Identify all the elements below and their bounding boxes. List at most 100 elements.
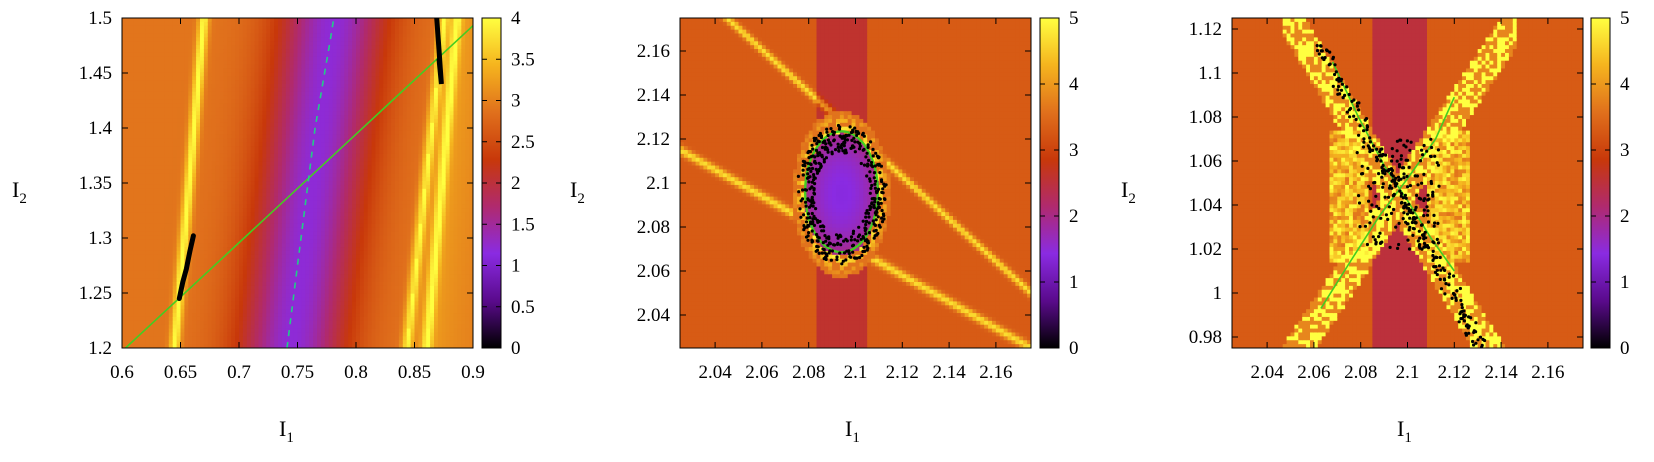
p1-cbar-tick-label: 4: [511, 8, 521, 29]
p2-point: [811, 167, 814, 170]
p2-point: [829, 143, 832, 146]
p2-point: [873, 176, 876, 179]
p2-point: [851, 146, 854, 149]
p2-point: [868, 221, 871, 224]
p3-point: [1372, 144, 1375, 147]
p2-point: [876, 232, 879, 235]
p2-point: [833, 243, 836, 246]
p3-point: [1481, 344, 1484, 347]
p3-point: [1402, 217, 1405, 220]
p2-point: [849, 125, 852, 128]
p2-point: [862, 132, 865, 135]
p3-point: [1356, 105, 1359, 108]
p2-point: [838, 128, 841, 131]
p2-point: [863, 135, 866, 138]
p2-point: [807, 180, 810, 183]
p3-point: [1402, 196, 1405, 199]
p2-point: [818, 252, 821, 255]
p2-point: [873, 171, 876, 174]
p3-point: [1348, 93, 1351, 96]
p3-point: [1362, 129, 1365, 132]
p3-point: [1384, 154, 1387, 157]
p2-point: [819, 154, 822, 157]
p3-point: [1377, 235, 1380, 238]
p3-point: [1318, 52, 1321, 55]
p2-point: [822, 241, 825, 244]
p2-point: [845, 151, 848, 154]
p2-point: [834, 148, 837, 151]
p3-point: [1372, 235, 1375, 238]
p3-point: [1398, 222, 1401, 225]
p2-point: [869, 140, 872, 143]
p2-point: [874, 187, 877, 190]
p3-point: [1423, 209, 1426, 212]
p3-point: [1375, 241, 1378, 244]
p2-point: [857, 226, 860, 229]
p3-cbar-tick-label: 1: [1620, 272, 1630, 293]
p2-point: [835, 255, 838, 258]
p3-xtick-label: 2.04: [1250, 362, 1284, 383]
p2-ytick-label: 2.06: [637, 261, 670, 282]
panel-1-ylabel: I2: [12, 177, 27, 207]
p3-point: [1408, 149, 1411, 152]
p3-point: [1382, 164, 1385, 167]
p2-cbar-tick-label: 0: [1069, 338, 1079, 359]
p2-point: [797, 190, 800, 193]
p3-point: [1427, 246, 1430, 249]
p3-point: [1441, 266, 1444, 269]
p3-point: [1355, 118, 1358, 121]
p3-point: [1426, 214, 1429, 217]
p3-point: [1372, 215, 1375, 218]
p3-point: [1362, 141, 1365, 144]
p1-xtick-label: 0.6: [110, 362, 134, 383]
p2-point: [877, 206, 880, 209]
p3-point: [1358, 124, 1361, 127]
panel-1-heatmap: [122, 18, 474, 349]
p2-ytick-label: 2.16: [637, 41, 670, 62]
p3-point: [1332, 56, 1335, 59]
p3-point: [1417, 239, 1420, 242]
p3-point: [1405, 204, 1408, 207]
p2-point: [816, 139, 819, 142]
p3-point: [1458, 320, 1461, 323]
p3-point: [1426, 209, 1429, 212]
p2-point: [799, 216, 802, 219]
p3-point: [1343, 94, 1346, 97]
p3-point: [1433, 155, 1436, 158]
p2-point: [848, 255, 851, 258]
p2-point: [811, 196, 814, 199]
p3-point: [1454, 296, 1457, 299]
p2-point: [870, 184, 873, 187]
p3-point: [1402, 211, 1405, 214]
p3-point: [1348, 108, 1351, 111]
p2-xtick-label: 2.06: [745, 362, 778, 383]
p3-point: [1425, 205, 1428, 208]
p3-point: [1398, 165, 1401, 168]
p2-point: [831, 130, 834, 133]
p2-point: [862, 149, 865, 152]
p2-point: [860, 162, 863, 165]
p2-point: [839, 234, 842, 237]
p3-point: [1455, 289, 1458, 292]
p3-point: [1409, 184, 1412, 187]
p2-point: [821, 252, 824, 255]
p1-xtick-label: 0.65: [164, 362, 197, 383]
p2-point: [811, 181, 814, 184]
p1-ytick-label: 1.35: [79, 173, 112, 194]
p3-xtick-label: 2.08: [1344, 362, 1377, 383]
p2-point: [855, 130, 858, 133]
p3-point: [1429, 138, 1432, 141]
p1-ytick-label: 1.25: [79, 283, 112, 304]
p3-point: [1440, 287, 1443, 290]
p3-point: [1379, 159, 1382, 162]
p2-point: [816, 172, 819, 175]
p3-point: [1361, 165, 1364, 168]
p3-point: [1422, 237, 1425, 240]
p3-point: [1405, 175, 1408, 178]
p3-point: [1390, 212, 1393, 215]
p2-point: [850, 235, 853, 238]
p2-point: [825, 147, 828, 150]
p2-point: [870, 161, 873, 164]
p3-point: [1338, 92, 1341, 95]
